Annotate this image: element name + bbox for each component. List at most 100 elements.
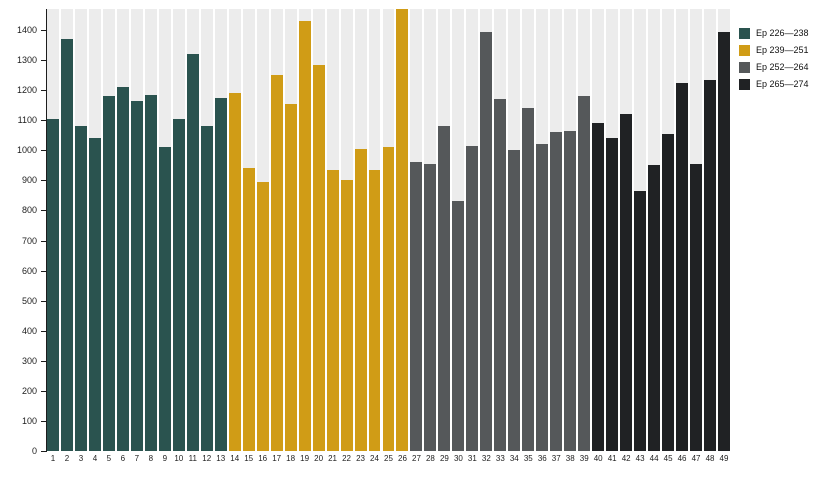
y-axis-tick bbox=[41, 150, 46, 152]
x-tick-label: 48 bbox=[705, 454, 715, 463]
bar-track bbox=[74, 9, 87, 451]
bar bbox=[172, 118, 185, 451]
legend-item: Ep 265—274 bbox=[739, 79, 809, 90]
bar bbox=[312, 64, 325, 451]
bar bbox=[242, 168, 255, 451]
x-tick-label: 32 bbox=[481, 454, 491, 463]
bar bbox=[564, 130, 577, 451]
y-tick-label: 1200 bbox=[16, 85, 37, 96]
bar-track bbox=[242, 9, 255, 451]
y-tick-label: 1400 bbox=[16, 25, 37, 36]
y-tick-label: 300 bbox=[21, 355, 37, 366]
y-tick-label: 0 bbox=[31, 446, 37, 456]
bar bbox=[620, 114, 633, 451]
bar-track bbox=[144, 9, 157, 451]
bar bbox=[60, 39, 73, 451]
bar-track bbox=[340, 9, 353, 451]
x-tick-label: 1 bbox=[50, 454, 56, 463]
y-axis-tick bbox=[41, 300, 46, 302]
y-axis-tick bbox=[41, 60, 46, 62]
bar-track bbox=[466, 9, 479, 451]
x-tick-label: 40 bbox=[593, 454, 603, 463]
bar-track bbox=[410, 9, 423, 451]
y-axis-tick bbox=[41, 390, 46, 392]
bar bbox=[88, 138, 101, 451]
bar-track bbox=[564, 9, 577, 451]
bar bbox=[116, 87, 129, 451]
bar bbox=[256, 181, 269, 451]
bar bbox=[186, 54, 199, 451]
x-tick-label: 12 bbox=[202, 454, 212, 463]
bar-track bbox=[592, 9, 605, 451]
y-tick-label: 900 bbox=[21, 175, 37, 186]
bar bbox=[634, 190, 647, 451]
y-tick-label: 800 bbox=[21, 205, 37, 216]
bar bbox=[130, 100, 143, 451]
bar-track bbox=[102, 9, 115, 451]
legend-label: Ep 239—251 bbox=[756, 45, 809, 55]
x-tick-label: 47 bbox=[691, 454, 701, 463]
x-tick-label: 5 bbox=[106, 454, 112, 463]
bar-track bbox=[662, 9, 675, 451]
x-tick-label: 6 bbox=[120, 454, 126, 463]
x-tick-label: 25 bbox=[384, 454, 393, 463]
bar-track bbox=[186, 9, 199, 451]
legend-label: Ep 226—238 bbox=[756, 28, 809, 38]
bar bbox=[494, 99, 507, 451]
x-tick-label: 31 bbox=[467, 454, 477, 463]
x-tick-label: 45 bbox=[663, 454, 673, 463]
legend: Ep 226—238 Ep 239—251 Ep 252—264 Ep 265—274 bbox=[739, 28, 809, 90]
bar bbox=[592, 123, 605, 451]
y-tick-label: 1300 bbox=[16, 55, 37, 66]
x-tick-label: 27 bbox=[412, 454, 421, 463]
x-tick-label: 22 bbox=[342, 454, 351, 463]
y-axis-tick bbox=[41, 330, 46, 332]
bar bbox=[340, 180, 353, 451]
x-tick-label: 3 bbox=[78, 454, 84, 463]
bar bbox=[47, 118, 59, 451]
x-tick-label: 33 bbox=[495, 454, 505, 463]
bar bbox=[578, 96, 591, 451]
bar bbox=[270, 75, 283, 451]
bar-track bbox=[312, 9, 325, 451]
bar bbox=[396, 9, 409, 451]
x-tick-label: 37 bbox=[551, 454, 561, 463]
x-tick-label: 9 bbox=[162, 454, 168, 463]
bar-track bbox=[47, 9, 59, 451]
x-tick-label: 41 bbox=[607, 454, 617, 463]
bar bbox=[662, 133, 675, 451]
x-tick-label: 18 bbox=[286, 454, 296, 463]
bar-track bbox=[158, 9, 171, 451]
x-tick-label: 38 bbox=[565, 454, 575, 463]
x-tick-label: 14 bbox=[230, 454, 240, 463]
bar bbox=[158, 147, 171, 451]
legend-item: Ep 252—264 bbox=[739, 62, 809, 73]
x-tick-label: 13 bbox=[216, 454, 226, 463]
bar-track bbox=[634, 9, 647, 451]
bar bbox=[424, 163, 437, 451]
y-axis-tick bbox=[41, 240, 46, 242]
y-axis-tick bbox=[41, 451, 46, 452]
bar bbox=[214, 97, 227, 451]
y-axis-tick bbox=[41, 210, 46, 212]
bar bbox=[326, 169, 339, 451]
x-tick-label: 35 bbox=[523, 454, 533, 463]
y-tick-label: 500 bbox=[21, 295, 37, 306]
bar bbox=[606, 138, 619, 451]
bar-track bbox=[88, 9, 101, 451]
bar-track bbox=[354, 9, 367, 451]
bar bbox=[550, 132, 563, 451]
legend-item: Ep 226—238 bbox=[739, 28, 809, 39]
bar-track bbox=[578, 9, 591, 451]
bar-track bbox=[326, 9, 339, 451]
bar-track bbox=[704, 9, 716, 451]
y-axis-tick bbox=[41, 360, 46, 362]
x-tick-label: 21 bbox=[328, 454, 338, 463]
bar bbox=[648, 165, 661, 451]
x-tick-label: 36 bbox=[537, 454, 547, 463]
legend-label: Ep 252—264 bbox=[756, 62, 809, 72]
y-tick-label: 1000 bbox=[16, 145, 37, 156]
bar bbox=[368, 169, 381, 451]
x-tick-label: 7 bbox=[134, 454, 140, 463]
bar bbox=[480, 31, 493, 451]
